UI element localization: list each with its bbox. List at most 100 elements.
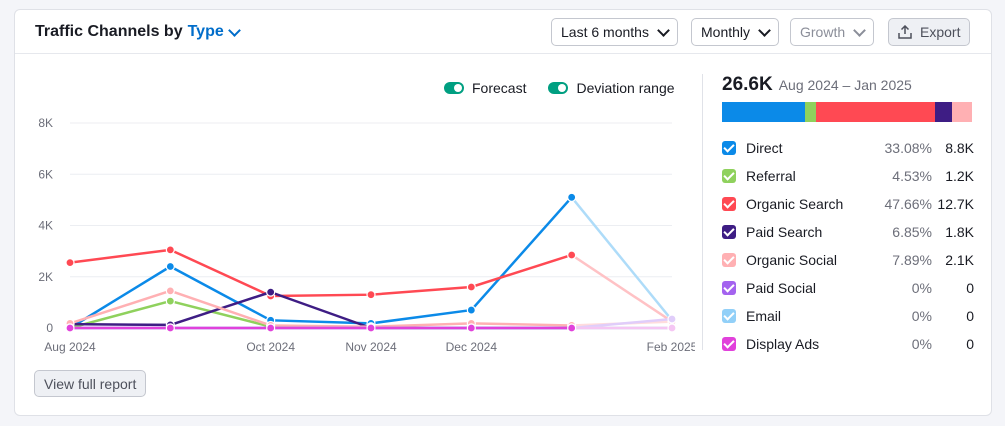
legend-row-direct[interactable]: Direct 33.08% 8.8K (722, 134, 974, 162)
share-segment-paid-search (935, 102, 953, 122)
data-point-direct[interactable] (567, 192, 577, 202)
legend-percent: 4.53% (892, 168, 932, 184)
legend-name: Referral (746, 168, 796, 184)
data-point-organic-search[interactable] (466, 282, 476, 292)
total-row: 26.6K Aug 2024 – Jan 2025 (722, 74, 974, 96)
legend-value: 1.2K (945, 168, 974, 184)
x-tick-label: Nov 2024 (345, 340, 397, 354)
metric-select[interactable]: Growth (790, 18, 875, 46)
data-point-display-ads[interactable] (466, 323, 476, 333)
period-select-label: Last 6 months (561, 24, 649, 40)
data-point-display-ads[interactable] (65, 323, 75, 333)
legend-percent: 0% (911, 280, 932, 296)
checkbox-checked-icon[interactable] (722, 169, 736, 183)
toggle-switch-icon (548, 82, 569, 94)
legend-value: 0 (966, 336, 974, 352)
traffic-line-chart: 0 2K 4K 6K 8K Aug 2024 Oct 2024 Nov 2024 Dec 202… (38, 116, 695, 354)
export-button[interactable]: Export (888, 18, 971, 46)
traffic-channels-card: Traffic Channels by Type Last 6 months M… (14, 9, 992, 416)
y-tick-label: 8K (38, 116, 53, 130)
data-point-paid-search[interactable] (266, 287, 276, 297)
summary-panel: 26.6K Aug 2024 – Jan 2025 Direct 33.08% 8.… (722, 74, 974, 358)
title-prefix: Traffic Channels by (35, 23, 183, 40)
legend-percent: 0% (911, 336, 932, 352)
legend-row-organic-social[interactable]: Organic Social 7.89% 2.1K (722, 246, 974, 274)
divider (702, 74, 703, 350)
view-full-report-button[interactable]: View full report (34, 370, 147, 397)
legend-value: 8.8K (945, 140, 974, 156)
legend-value: 2.1K (945, 252, 974, 268)
data-point-organic-social[interactable] (165, 286, 175, 296)
checkbox-checked-icon[interactable] (722, 309, 736, 323)
total-period: Aug 2024 – Jan 2025 (778, 77, 912, 93)
data-point-direct[interactable] (466, 305, 476, 315)
granularity-select[interactable]: Monthly (691, 18, 780, 46)
data-point-organic-search[interactable] (567, 250, 577, 260)
y-tick-label: 2K (38, 270, 53, 284)
metric-select-label: Growth (800, 24, 846, 40)
checkbox-checked-icon[interactable] (722, 281, 736, 295)
data-point-display-ads[interactable] (165, 323, 175, 333)
series-line-direct (69, 196, 573, 330)
forecast-toggle[interactable]: Forecast (444, 80, 526, 96)
forecast-legend: Forecast Deviation range (444, 80, 675, 96)
share-segment-direct (722, 102, 805, 122)
x-tick-label: Feb 2025 (647, 340, 695, 354)
legend-percent: 47.66% (884, 196, 932, 212)
deviation-range-toggle[interactable]: Deviation range (548, 80, 675, 96)
data-point-organic-search[interactable] (165, 245, 175, 255)
legend-value: 1.8K (945, 224, 974, 240)
export-button-label: Export (920, 24, 961, 40)
legend-percent: 6.85% (892, 224, 932, 240)
legend-row-organic-search[interactable]: Organic Search 47.66% 12.7K (722, 190, 974, 218)
data-point-display-ads[interactable] (266, 323, 276, 333)
total-visits: 26.6K (722, 74, 773, 95)
y-tick-label: 4K (38, 219, 53, 233)
type-dropdown[interactable]: Type (187, 23, 241, 41)
legend-row-paid-social[interactable]: Paid Social 0% 0 (722, 274, 974, 302)
legend-name: Display Ads (746, 336, 820, 352)
legend-name: Organic Search (746, 196, 844, 212)
data-point-organic-search[interactable] (65, 258, 75, 268)
share-segment-referral (804, 102, 816, 122)
channel-share-bar (722, 102, 972, 122)
data-point-referral[interactable] (165, 296, 175, 306)
legend-row-paid-search[interactable]: Paid Search 6.85% 1.8K (722, 218, 974, 246)
x-tick-label: Oct 2024 (246, 340, 295, 354)
data-point-display-ads[interactable] (567, 323, 577, 333)
data-point-organic-search[interactable] (366, 290, 376, 300)
period-select[interactable]: Last 6 months (551, 18, 678, 46)
x-tick-label: Dec 2024 (446, 340, 498, 354)
series-line-organic-social (69, 289, 572, 328)
checkbox-checked-icon[interactable] (722, 225, 736, 239)
data-point-display-ads[interactable] (366, 323, 376, 333)
card-header: Traffic Channels by Type Last 6 months M… (15, 10, 991, 54)
toggle-switch-icon (444, 82, 464, 94)
legend-value: 0 (966, 280, 974, 296)
forecast-line-organic-search (570, 253, 673, 323)
checkbox-checked-icon[interactable] (722, 253, 736, 267)
checkbox-checked-icon[interactable] (722, 337, 736, 351)
legend-percent: 33.08% (884, 140, 932, 156)
checkbox-checked-icon[interactable] (722, 141, 736, 155)
forecast-label: Forecast (472, 80, 527, 96)
widget-title: Traffic Channels by Type (35, 23, 241, 41)
legend-row-referral[interactable]: Referral 4.53% 1.2K (722, 162, 974, 190)
forecast-line-paid-social (571, 317, 673, 330)
legend-row-display-ads[interactable]: Display Ads 0% 0 (722, 330, 974, 358)
data-point-paid-social[interactable] (667, 314, 677, 324)
series-line-organic-search (69, 248, 573, 298)
data-point-direct[interactable] (165, 261, 175, 272)
data-point-display-ads[interactable] (667, 323, 677, 333)
deviation-range-label: Deviation range (576, 80, 675, 96)
checkbox-checked-icon[interactable] (722, 197, 736, 211)
y-tick-label: 6K (38, 167, 53, 181)
export-icon (898, 25, 912, 39)
legend-row-email[interactable]: Email 0% 0 (722, 302, 974, 330)
legend-percent: 7.89% (892, 252, 932, 268)
legend-value: 12.7K (937, 196, 974, 212)
legend-value: 0 (966, 308, 974, 324)
type-dropdown-label: Type (187, 23, 224, 40)
legend-name: Paid Search (746, 224, 823, 240)
share-segment-organic-search (816, 102, 936, 122)
